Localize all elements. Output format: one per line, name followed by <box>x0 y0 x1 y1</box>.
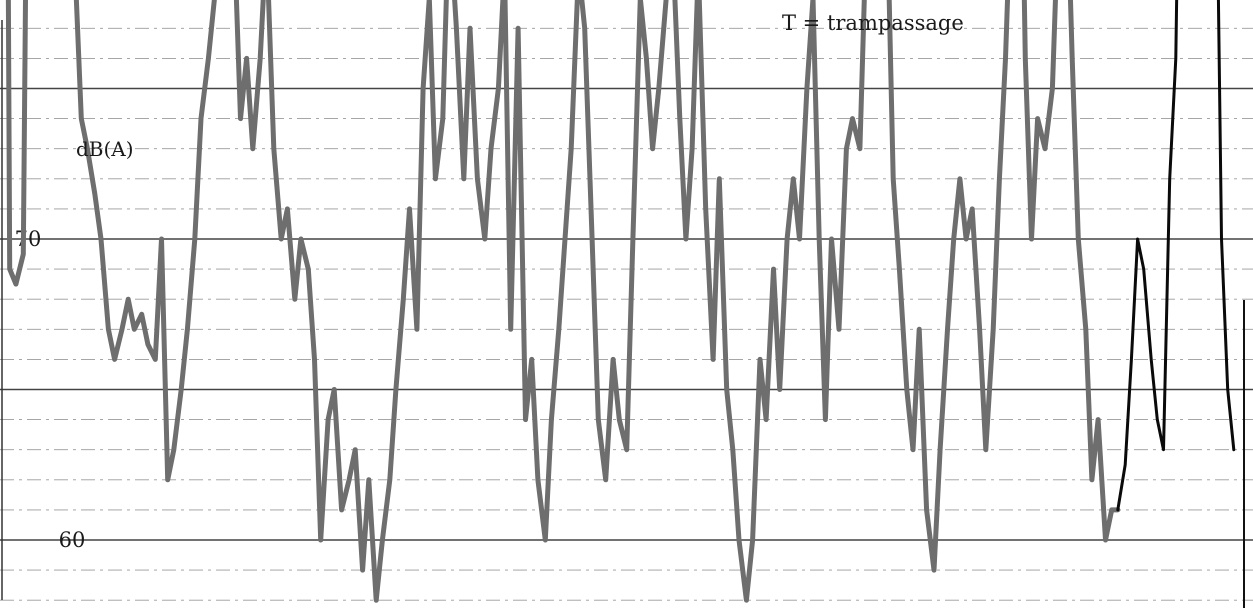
axis-frame <box>1 20 1245 608</box>
y-axis-label: dB(A) <box>76 137 134 161</box>
y-tick-label-70: 70 <box>15 227 42 251</box>
series-line-1 <box>5 0 1121 603</box>
y-tick-label-60: 60 <box>59 528 86 552</box>
series-line-2 <box>1116 0 1236 512</box>
series-layer <box>5 0 1236 603</box>
legend-note: T = trampassage <box>782 11 964 35</box>
y-axis-ticks: 9490807060 <box>15 227 86 552</box>
